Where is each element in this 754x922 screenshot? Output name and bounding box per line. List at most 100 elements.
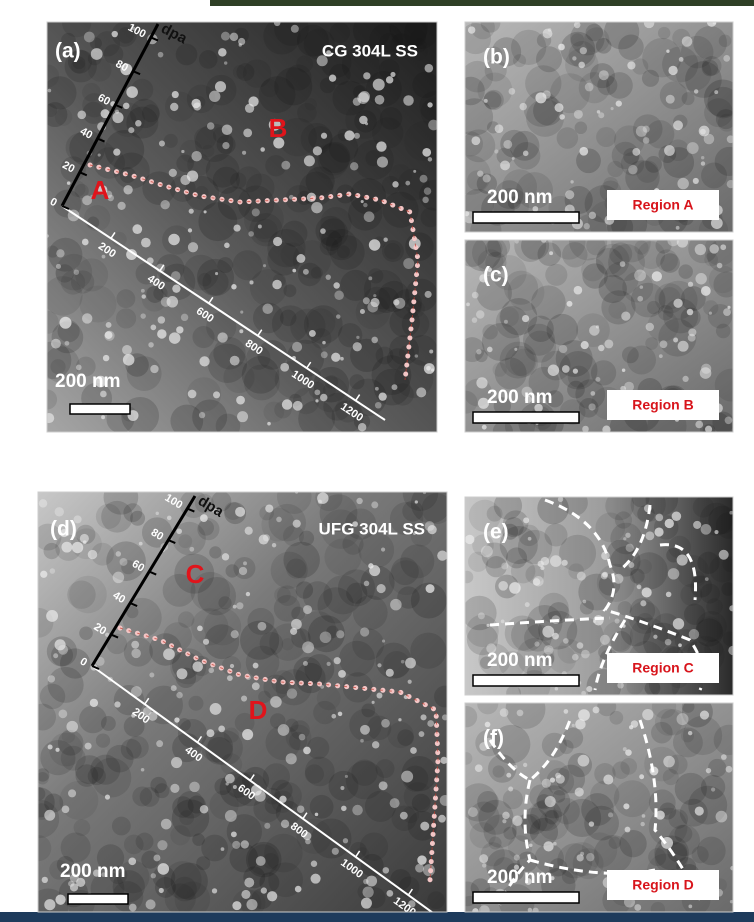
precipitate <box>237 411 248 422</box>
precipitate <box>375 95 385 105</box>
precipitate <box>363 72 370 79</box>
precipitate <box>131 641 139 649</box>
precipitate <box>588 403 595 410</box>
dark-patch <box>596 38 612 54</box>
precipitate <box>67 181 71 185</box>
dark-patch <box>263 763 290 790</box>
dark-patch <box>79 706 107 734</box>
precipitate <box>148 342 153 347</box>
precipitate <box>267 422 271 426</box>
precipitate <box>167 516 172 521</box>
precipitate <box>244 878 254 888</box>
precipitate <box>682 376 688 382</box>
precipitate <box>668 568 679 579</box>
precipitate <box>403 258 414 269</box>
precipitate <box>390 798 400 808</box>
precipitate <box>727 180 735 188</box>
dark-patch <box>715 369 748 402</box>
precipitate <box>231 284 236 289</box>
precipitate <box>398 718 401 721</box>
precipitate <box>377 663 381 667</box>
panel-label: (a) <box>55 40 81 63</box>
precipitate <box>336 630 344 638</box>
dark-patch <box>581 793 614 826</box>
precipitate <box>476 349 481 354</box>
dark-patch <box>69 576 107 614</box>
precipitate <box>586 686 592 692</box>
precipitate <box>362 886 373 897</box>
precipitate <box>364 211 375 222</box>
precipitate <box>104 331 114 341</box>
dark-patch <box>150 777 166 793</box>
precipitate <box>56 264 61 269</box>
dark-patch <box>538 242 562 266</box>
dark-patch <box>719 35 732 48</box>
precipitate <box>261 887 267 893</box>
dark-patch <box>350 842 367 859</box>
precipitate <box>478 612 485 619</box>
region-marker: B <box>269 113 288 143</box>
precipitate <box>572 724 575 727</box>
precipitate <box>259 535 269 545</box>
precipitate <box>564 709 569 714</box>
dark-patch <box>702 56 721 75</box>
dark-patch <box>678 264 692 278</box>
precipitate <box>701 156 704 159</box>
precipitate <box>589 325 599 335</box>
precipitate <box>637 585 642 590</box>
dark-patch <box>79 626 93 640</box>
precipitate <box>472 292 479 299</box>
dark-patch <box>164 861 202 899</box>
precipitate <box>171 685 177 691</box>
precipitate <box>673 618 684 629</box>
precipitate <box>725 416 733 424</box>
precipitate <box>487 624 490 627</box>
precipitate <box>509 582 521 594</box>
precipitate <box>158 316 165 323</box>
precipitate <box>276 517 282 523</box>
precipitate <box>331 353 340 362</box>
precipitate <box>495 124 504 133</box>
precipitate <box>334 291 344 301</box>
precipitate <box>623 747 627 751</box>
precipitate <box>239 329 243 333</box>
dark-patch <box>126 107 158 139</box>
precipitate <box>286 753 297 764</box>
precipitate <box>381 719 390 728</box>
scale-bar-label: 200 nm <box>487 867 552 888</box>
region-marker: A <box>91 175 110 205</box>
precipitate <box>88 550 97 559</box>
scale-bar-label: 200 nm <box>55 371 120 392</box>
precipitate <box>168 234 179 245</box>
dark-patch <box>390 869 411 890</box>
precipitate <box>709 312 712 315</box>
precipitate <box>230 664 234 668</box>
dark-patch <box>361 704 375 718</box>
precipitate <box>717 263 723 269</box>
dark-patch <box>296 55 313 72</box>
precipitate <box>274 20 281 27</box>
precipitate <box>281 161 290 170</box>
precipitate <box>280 363 289 372</box>
dark-patch <box>405 279 438 312</box>
precipitate <box>158 52 164 58</box>
dark-patch <box>204 624 239 659</box>
precipitate <box>160 200 169 209</box>
precipitate <box>627 61 635 69</box>
precipitate <box>46 610 58 622</box>
precipitate <box>199 356 209 366</box>
precipitate <box>677 178 688 189</box>
precipitate <box>383 238 387 242</box>
dark-patch <box>510 131 540 161</box>
precipitate <box>673 299 682 308</box>
precipitate <box>281 820 289 828</box>
precipitate <box>368 276 372 280</box>
precipitate <box>597 110 600 113</box>
precipitate <box>420 714 426 720</box>
precipitate <box>66 721 78 733</box>
precipitate <box>258 225 262 229</box>
dark-patch <box>389 307 419 337</box>
dark-patch <box>545 523 568 546</box>
precipitate <box>232 901 241 910</box>
dark-patch <box>648 848 666 866</box>
